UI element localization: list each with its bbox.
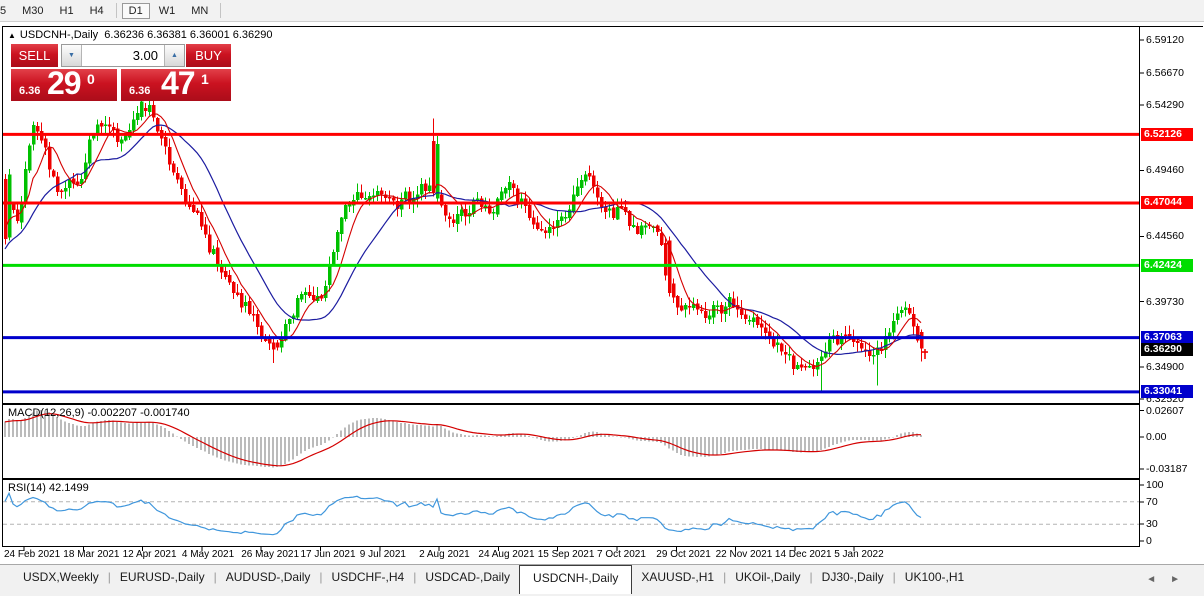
rsi-axis-label: 70 (1146, 495, 1158, 508)
timeframe-button-m30[interactable]: M30 (22, 4, 44, 17)
macd-histogram (4, 409, 922, 468)
sell-button[interactable]: SELL (11, 44, 58, 67)
ma-slow-line (4, 124, 922, 356)
tab-separator: | (213, 570, 217, 584)
tab-separator: | (319, 570, 323, 584)
macd-label: MACD(12,26,9) -0.002207 -0.001740 (8, 407, 190, 419)
price-tag: 6.37063 (1141, 331, 1193, 345)
macd-axis-label: 0.00 (1146, 431, 1167, 443)
chart-collapse-icon[interactable]: ▲ (8, 31, 16, 40)
tab-xauusd-h1[interactable]: XAUUSD-,H1 (641, 570, 715, 584)
tab-usdcnh-daily[interactable]: USDCNH-,Daily (519, 565, 633, 594)
tab-separator: | (809, 570, 813, 584)
date-label: 9 Jul 2021 (359, 549, 406, 560)
date-label: 29 Oct 2021 (656, 549, 711, 560)
toolbar-separator (220, 3, 222, 18)
chart-ohlc-values: 6.36236 6.36381 6.36001 6.36290 (104, 29, 273, 41)
lots-increase-button[interactable]: ▲ (164, 45, 184, 66)
price-tag: 6.42424 (1141, 258, 1193, 272)
date-label: 7 Oct 2021 (597, 549, 646, 560)
price-tag: 6.33041 (1141, 385, 1193, 399)
macd-axis-label: -0.03187 (1146, 463, 1188, 476)
chart-tab-bar: USDX,Weekly | EURUSD-,Daily | AUDUSD-,Daily |… (0, 564, 1204, 596)
tab-separator: | (107, 570, 111, 584)
date-label: 15 Sep 2021 (537, 549, 595, 560)
rsi-line (4, 491, 922, 536)
chart-tabs: USDX,Weekly | EURUSD-,Daily | AUDUSD-,Daily |… (0, 565, 1204, 594)
rsi-label: RSI(14) 42.1499 (8, 482, 89, 494)
date-label: 24 Feb 2021 (4, 549, 61, 560)
tab-scroll-arrows: ◄► (1146, 574, 1194, 585)
price-tag: 6.47044 (1141, 196, 1193, 210)
price-axis-label: 6.49460 (1146, 164, 1184, 177)
chart-title: USDCNH-,Daily (19, 29, 99, 41)
date-label: 4 May 2021 (181, 549, 235, 560)
date-label: 2 Aug 2021 (419, 549, 470, 560)
tab-usdcad-daily[interactable]: USDCAD-,Daily (425, 570, 511, 584)
ma-fast-line (4, 113, 922, 368)
timeframe-toolbar: 5 M30 H1 H4 D1 W1 MN (0, 0, 1204, 22)
chart-header: ▲ USDCNH-,Daily 6.36236 6.36381 6.36001 6… (8, 29, 273, 41)
sell-price-sup: 0 (87, 71, 95, 87)
price-axis-label: 6.59120 (1146, 34, 1184, 46)
rsi-axis-label: 100 (1146, 479, 1164, 491)
date-label: 12 Apr 2021 (122, 549, 177, 560)
timeframe-button-mn[interactable]: MN (191, 4, 209, 17)
tab-separator: | (413, 570, 417, 584)
rsi-axis-label: 30 (1146, 518, 1158, 531)
price-axis-label: 6.34900 (1146, 360, 1184, 373)
price-tag: 6.52126 (1141, 127, 1193, 141)
date-label: 26 May 2021 (241, 549, 300, 560)
rsi-axis-label: 0 (1146, 535, 1152, 547)
rsi-pane[interactable] (2, 479, 1140, 547)
price-marker-icon (922, 349, 928, 360)
sell-price-small: 6.36 (19, 85, 41, 97)
tab-uk100-h1[interactable]: UK100-,H1 (904, 570, 965, 584)
lots-input[interactable] (82, 45, 164, 66)
macd-axis-label: 0.02607 (1146, 404, 1184, 417)
tab-scroll-right-icon[interactable]: ► (1170, 574, 1194, 585)
buy-price-small: 6.36 (129, 85, 151, 97)
tab-dj30-daily[interactable]: DJ30-,Daily (821, 570, 884, 584)
timeframe-button-5[interactable]: 5 (0, 4, 7, 17)
date-label: 17 Jun 2021 (300, 549, 356, 560)
timeframe-button-d1[interactable]: D1 (121, 2, 150, 19)
date-label: 22 Nov 2021 (715, 549, 773, 560)
date-label: 18 Mar 2021 (63, 549, 120, 560)
lots-spinner: ▼ ▲ (61, 44, 185, 67)
timeframe-button-h4[interactable]: H4 (89, 4, 104, 17)
tab-ukoil-daily[interactable]: UKOil-,Daily (735, 570, 801, 584)
price-axis-label: 6.56670 (1146, 67, 1184, 80)
date-label: 5 Jan 2022 (834, 549, 884, 560)
buy-price-big: 47 (161, 65, 196, 101)
macd-signal-line (4, 413, 921, 467)
tab-separator: | (723, 570, 727, 584)
buy-button[interactable]: BUY (186, 44, 231, 67)
tab-scroll-left-icon[interactable]: ◄ (1146, 574, 1171, 585)
tab-usdx-weekly[interactable]: USDX,Weekly (23, 570, 99, 584)
lots-decrease-button[interactable]: ▼ (62, 45, 82, 66)
one-click-trading-panel: SELL ▼ ▲ BUY 6.36 29 0 6.36 47 1 (11, 44, 231, 101)
price-axis-label: 6.44560 (1146, 230, 1184, 243)
tab-separator: | (892, 570, 896, 584)
timeframe-button-w1[interactable]: W1 (158, 4, 176, 17)
tab-eurusd-daily[interactable]: EURUSD-,Daily (119, 570, 205, 584)
sell-price-box[interactable]: 6.36 29 0 (11, 65, 117, 101)
buy-price-sup: 1 (201, 71, 209, 87)
buy-price-box[interactable]: 6.36 47 1 (121, 65, 231, 101)
toolbar-separator (115, 3, 117, 18)
date-label: 14 Dec 2021 (774, 549, 832, 560)
tab-usdchf-h4[interactable]: USDCHF-,H4 (331, 570, 405, 584)
tab-audusd-daily[interactable]: AUDUSD-,Daily (225, 570, 311, 584)
date-label: 24 Aug 2021 (478, 549, 535, 560)
current-price-tag: 6.36290 (1141, 343, 1193, 357)
timeframe-button-h1[interactable]: H1 (59, 4, 74, 17)
sell-price-big: 29 (47, 65, 82, 101)
price-axis-label: 6.39730 (1146, 295, 1184, 308)
price-axis-label: 6.54290 (1146, 99, 1184, 112)
